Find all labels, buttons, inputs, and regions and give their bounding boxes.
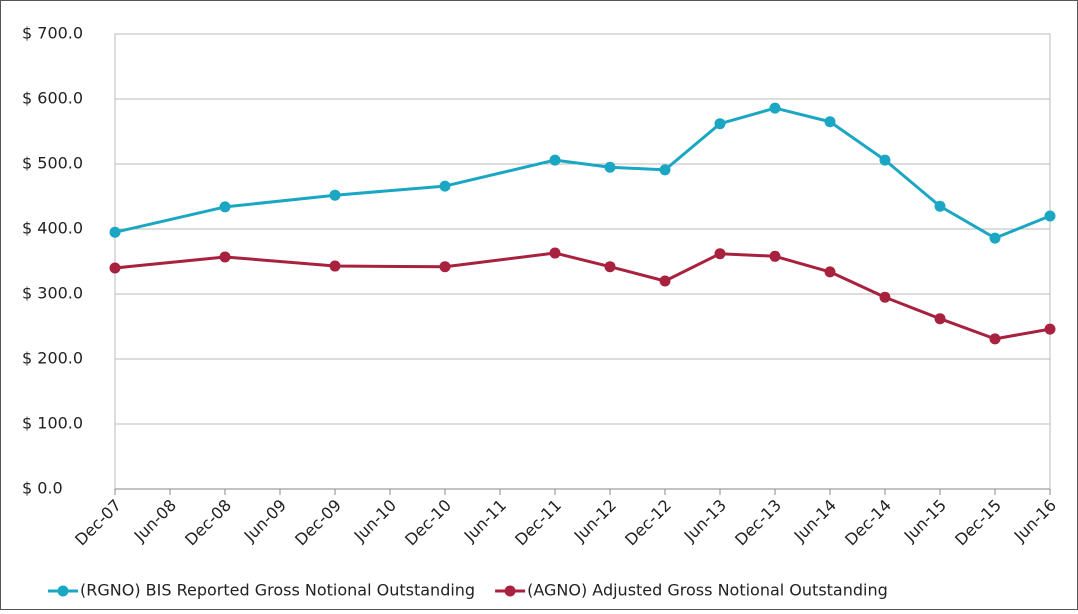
y-tick-label: $ 100.0 [22, 414, 83, 433]
y-tick-label: $ 300.0 [22, 284, 83, 303]
data-point [659, 275, 671, 287]
legend-label: (AGNO) Adjusted Gross Notional Outstandi… [527, 581, 888, 600]
legend-marker [504, 585, 516, 597]
data-point [1044, 323, 1056, 335]
legend-label: (RGNO) BIS Reported Gross Notional Outst… [80, 581, 475, 600]
data-point [769, 250, 781, 262]
data-point [879, 154, 891, 166]
data-point [659, 164, 671, 176]
y-tick-label: $ 400.0 [22, 219, 83, 238]
data-point [439, 180, 451, 192]
y-tick-label: $ 700.0 [22, 24, 83, 43]
y-tick-label: $ 0.0 [22, 479, 63, 498]
data-point [219, 251, 231, 263]
y-tick-label: $ 200.0 [22, 349, 83, 368]
data-point [769, 102, 781, 114]
data-point [109, 262, 121, 274]
data-point [879, 291, 891, 303]
data-point [934, 313, 946, 325]
data-point [824, 266, 836, 278]
y-tick-label: $ 600.0 [22, 89, 83, 108]
legend-marker [57, 585, 69, 597]
data-point [714, 248, 726, 260]
data-point [219, 201, 231, 213]
data-point [824, 116, 836, 128]
data-point [604, 261, 616, 273]
y-tick-label: $ 500.0 [22, 154, 83, 173]
data-point [329, 189, 341, 201]
data-point [109, 226, 121, 238]
data-point [989, 232, 1001, 244]
series-line [114, 106, 1051, 240]
data-point [714, 118, 726, 130]
data-point [934, 200, 946, 212]
data-point [604, 161, 616, 173]
data-point [439, 261, 451, 273]
series-line [114, 251, 1051, 341]
data-point [549, 247, 561, 259]
data-point [549, 154, 561, 166]
data-point [329, 260, 341, 272]
data-point [1044, 210, 1056, 222]
data-point [989, 333, 1001, 345]
